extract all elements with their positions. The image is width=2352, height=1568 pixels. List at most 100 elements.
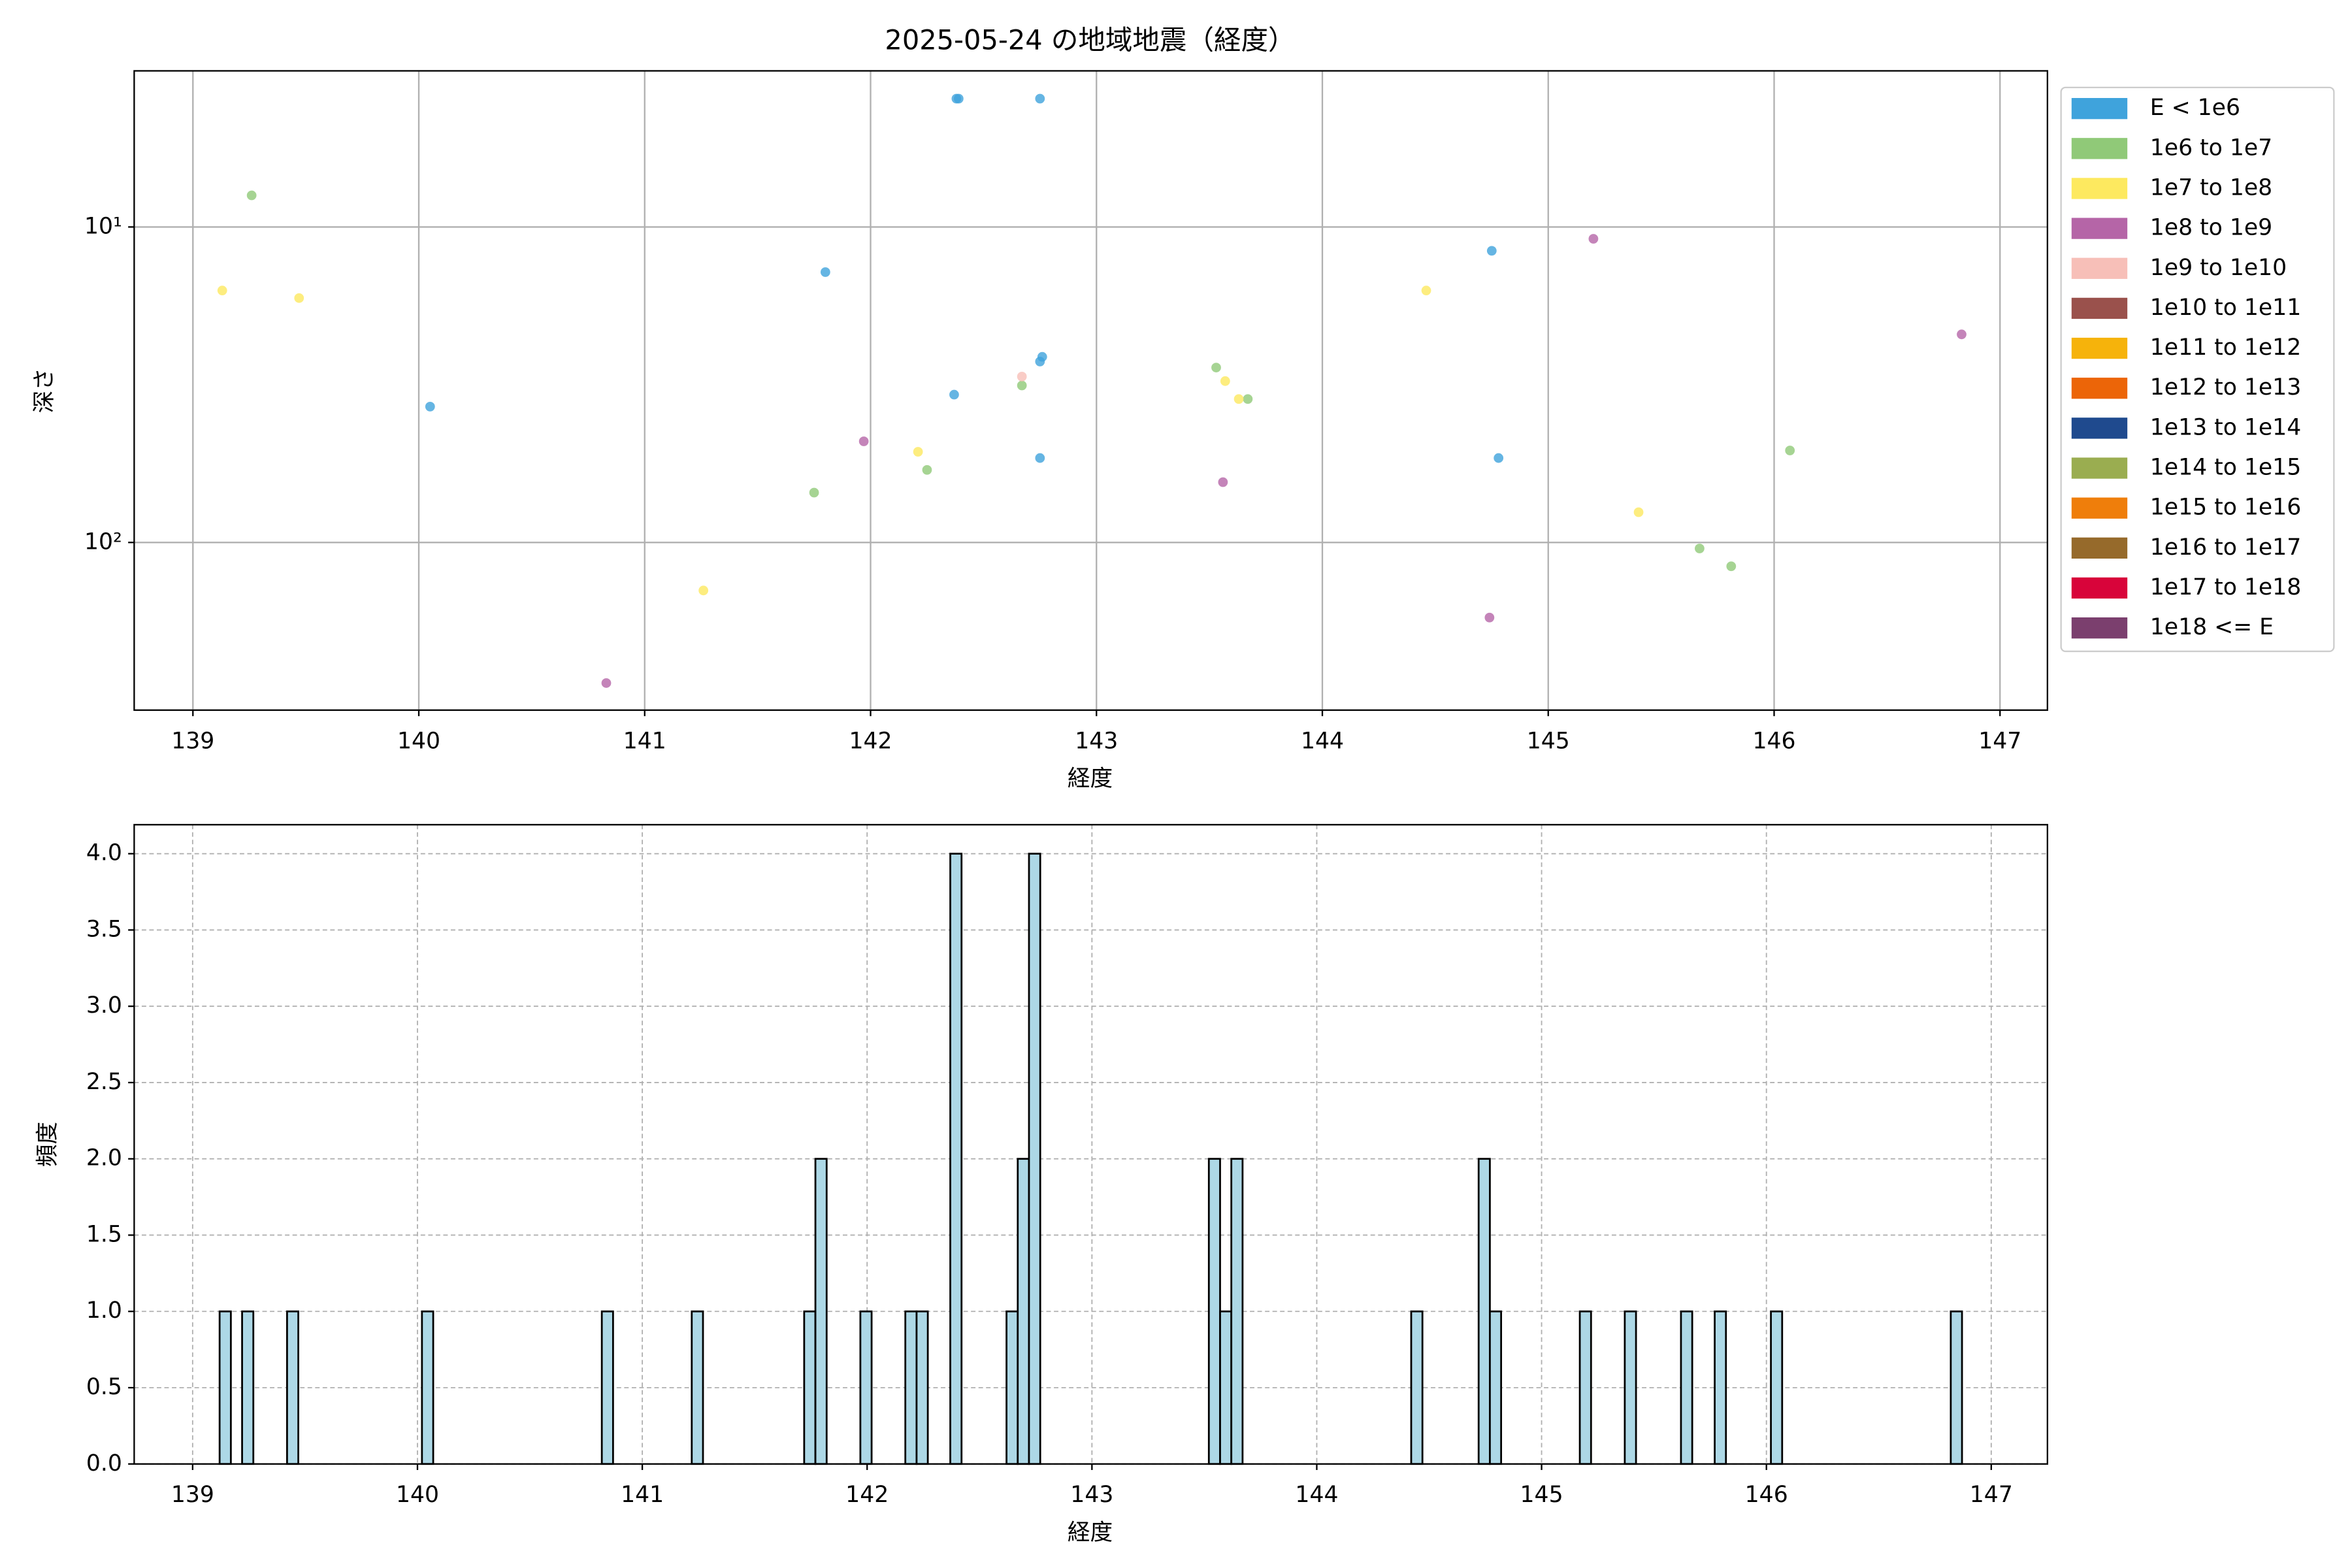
legend-box [2060, 86, 2335, 653]
bar [691, 1310, 704, 1465]
legend-swatch [2071, 577, 2128, 599]
point [1726, 561, 1737, 572]
legend-label: 1e9 to 1e10 [2150, 255, 2287, 281]
bar [1489, 1310, 1503, 1465]
legend-swatch [2071, 378, 2128, 399]
legend-label: 1e11 to 1e12 [2150, 335, 2301, 361]
legend-swatch [2071, 138, 2128, 159]
point [1633, 507, 1644, 517]
point [698, 585, 709, 596]
bar [915, 1310, 929, 1465]
y-tick-label: 0.0 [86, 1450, 122, 1477]
point [1484, 612, 1495, 623]
bar [1230, 1158, 1244, 1465]
bar [803, 1310, 817, 1465]
point [858, 436, 869, 446]
bar [1624, 1310, 1637, 1465]
x-tick-label: 143 [1070, 1482, 1113, 1508]
plot-frame [133, 824, 2048, 1465]
legend-label: 1e18 <= E [2150, 614, 2274, 640]
legend-label: 1e16 to 1e17 [2150, 534, 2301, 561]
point [1695, 544, 1705, 553]
bar [1950, 1310, 1963, 1465]
legend-label: 1e8 to 1e9 [2150, 215, 2272, 241]
bar [1207, 1158, 1221, 1465]
bar [1017, 1158, 1030, 1465]
point [1486, 246, 1497, 256]
legend-label: 1e13 to 1e14 [2150, 414, 2301, 440]
x-axis-label: 経度 [1068, 1520, 1113, 1546]
legend-swatch [2071, 218, 2128, 239]
x-tick-label: 143 [1075, 728, 1118, 754]
bar [1410, 1310, 1424, 1465]
x-tick-label: 144 [1295, 1482, 1338, 1508]
bar [1680, 1310, 1693, 1465]
y-tick-label: 10² [84, 529, 122, 555]
point [217, 286, 227, 296]
legend-swatch [2071, 457, 2128, 479]
point [1017, 372, 1027, 382]
point [1957, 329, 1967, 340]
bar [286, 1310, 299, 1465]
point [1233, 394, 1244, 404]
x-tick-label: 145 [1527, 728, 1570, 754]
bar [600, 1310, 614, 1465]
legend-label: 1e17 to 1e18 [2150, 574, 2301, 600]
point [953, 93, 964, 104]
legend-swatch [2071, 537, 2128, 559]
x-tick-label: 144 [1301, 728, 1344, 754]
x-tick-label: 145 [1520, 1482, 1563, 1508]
bar [1578, 1310, 1592, 1465]
y-tick-label: 2.0 [86, 1145, 122, 1171]
point [1421, 286, 1431, 296]
x-tick-label: 146 [1745, 1482, 1788, 1508]
point [1035, 93, 1045, 104]
point [1220, 376, 1230, 386]
point [1588, 234, 1599, 244]
x-tick-label: 142 [849, 728, 892, 754]
legend-swatch [2071, 297, 2128, 319]
x-tick-label: 139 [171, 728, 214, 754]
point [1017, 380, 1027, 391]
x-tick-label: 141 [621, 1482, 664, 1508]
y-tick-label: 2.5 [86, 1069, 122, 1095]
bar [1005, 1310, 1019, 1465]
point [246, 190, 257, 201]
legend-swatch [2071, 337, 2128, 359]
legend-label: 1e6 to 1e7 [2150, 135, 2272, 161]
point [294, 293, 304, 303]
y-tick-label: 1.0 [86, 1298, 122, 1324]
y-tick-label: 1.5 [86, 1221, 122, 1247]
bar [1714, 1310, 1727, 1465]
point [1785, 446, 1795, 455]
legend-swatch [2071, 417, 2128, 439]
point [949, 389, 959, 400]
point [1035, 453, 1045, 463]
plot-frame [133, 70, 2048, 711]
x-tick-label: 147 [1970, 1482, 2013, 1508]
bar [421, 1310, 434, 1465]
point [425, 401, 435, 412]
bar [218, 1310, 232, 1465]
bar [859, 1310, 873, 1465]
legend-label: 1e15 to 1e16 [2150, 495, 2301, 521]
point [1211, 363, 1221, 372]
x-tick-label: 141 [623, 728, 666, 754]
point [1494, 453, 1504, 463]
bar [1770, 1310, 1784, 1465]
legend-swatch [2071, 178, 2128, 199]
bar [904, 1310, 918, 1465]
x-tick-label: 147 [1978, 728, 2021, 754]
bar [1028, 853, 1041, 1465]
bar [949, 853, 963, 1465]
point [1218, 477, 1228, 487]
x-tick-label: 146 [1752, 728, 1795, 754]
point [913, 447, 923, 457]
y-tick-label: 3.0 [86, 992, 122, 1019]
x-tick-label: 139 [171, 1482, 214, 1508]
point [1243, 394, 1253, 404]
x-axis-label: 経度 [1068, 766, 1113, 792]
y-tick-label: 3.5 [86, 916, 122, 942]
chart-title: 2025-05-24 の地域地震（経度） [885, 24, 1295, 56]
